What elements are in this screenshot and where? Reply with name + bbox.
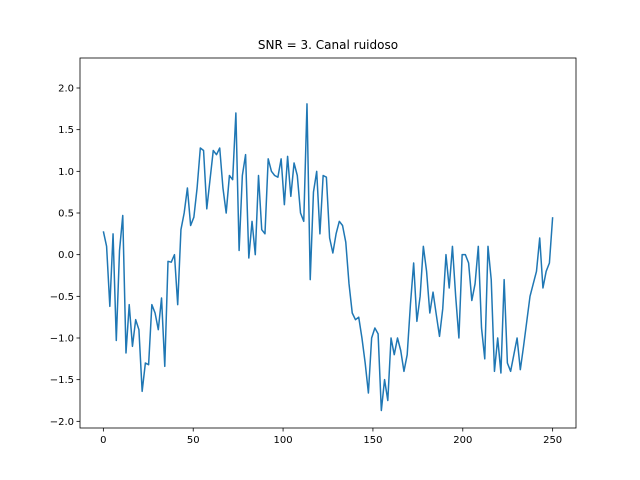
- y-tick-label: −0.5: [50, 292, 74, 303]
- x-tick-label: 150: [363, 435, 382, 446]
- x-tick-label: 50: [187, 435, 200, 446]
- x-tick-label: 100: [274, 435, 293, 446]
- x-tick-label: 0: [100, 435, 106, 446]
- y-tick-label: −1.0: [50, 334, 74, 345]
- axes: 0 50 100 150 200 250 −2.0 −1.5 −1.0 −0.5 0.0 0.5 1.0…: [50, 57, 577, 446]
- x-tick-label: 200: [453, 435, 472, 446]
- y-tick-label: 1.5: [58, 125, 74, 136]
- y-tick-label: 0.0: [58, 250, 74, 261]
- x-tick-label: 250: [543, 435, 562, 446]
- chart-title: SNR = 3. Canal ruidoso: [258, 38, 398, 52]
- axes-frame: [79, 57, 577, 429]
- y-tick-label: 2.0: [58, 84, 74, 95]
- y-tick-label: −1.5: [50, 375, 74, 386]
- y-tick-label: 1.0: [58, 167, 74, 178]
- plot-area: [102, 103, 554, 412]
- series-line: [102, 103, 554, 412]
- y-tick-label: −2.0: [50, 417, 74, 428]
- y-tick-label: 0.5: [58, 209, 74, 220]
